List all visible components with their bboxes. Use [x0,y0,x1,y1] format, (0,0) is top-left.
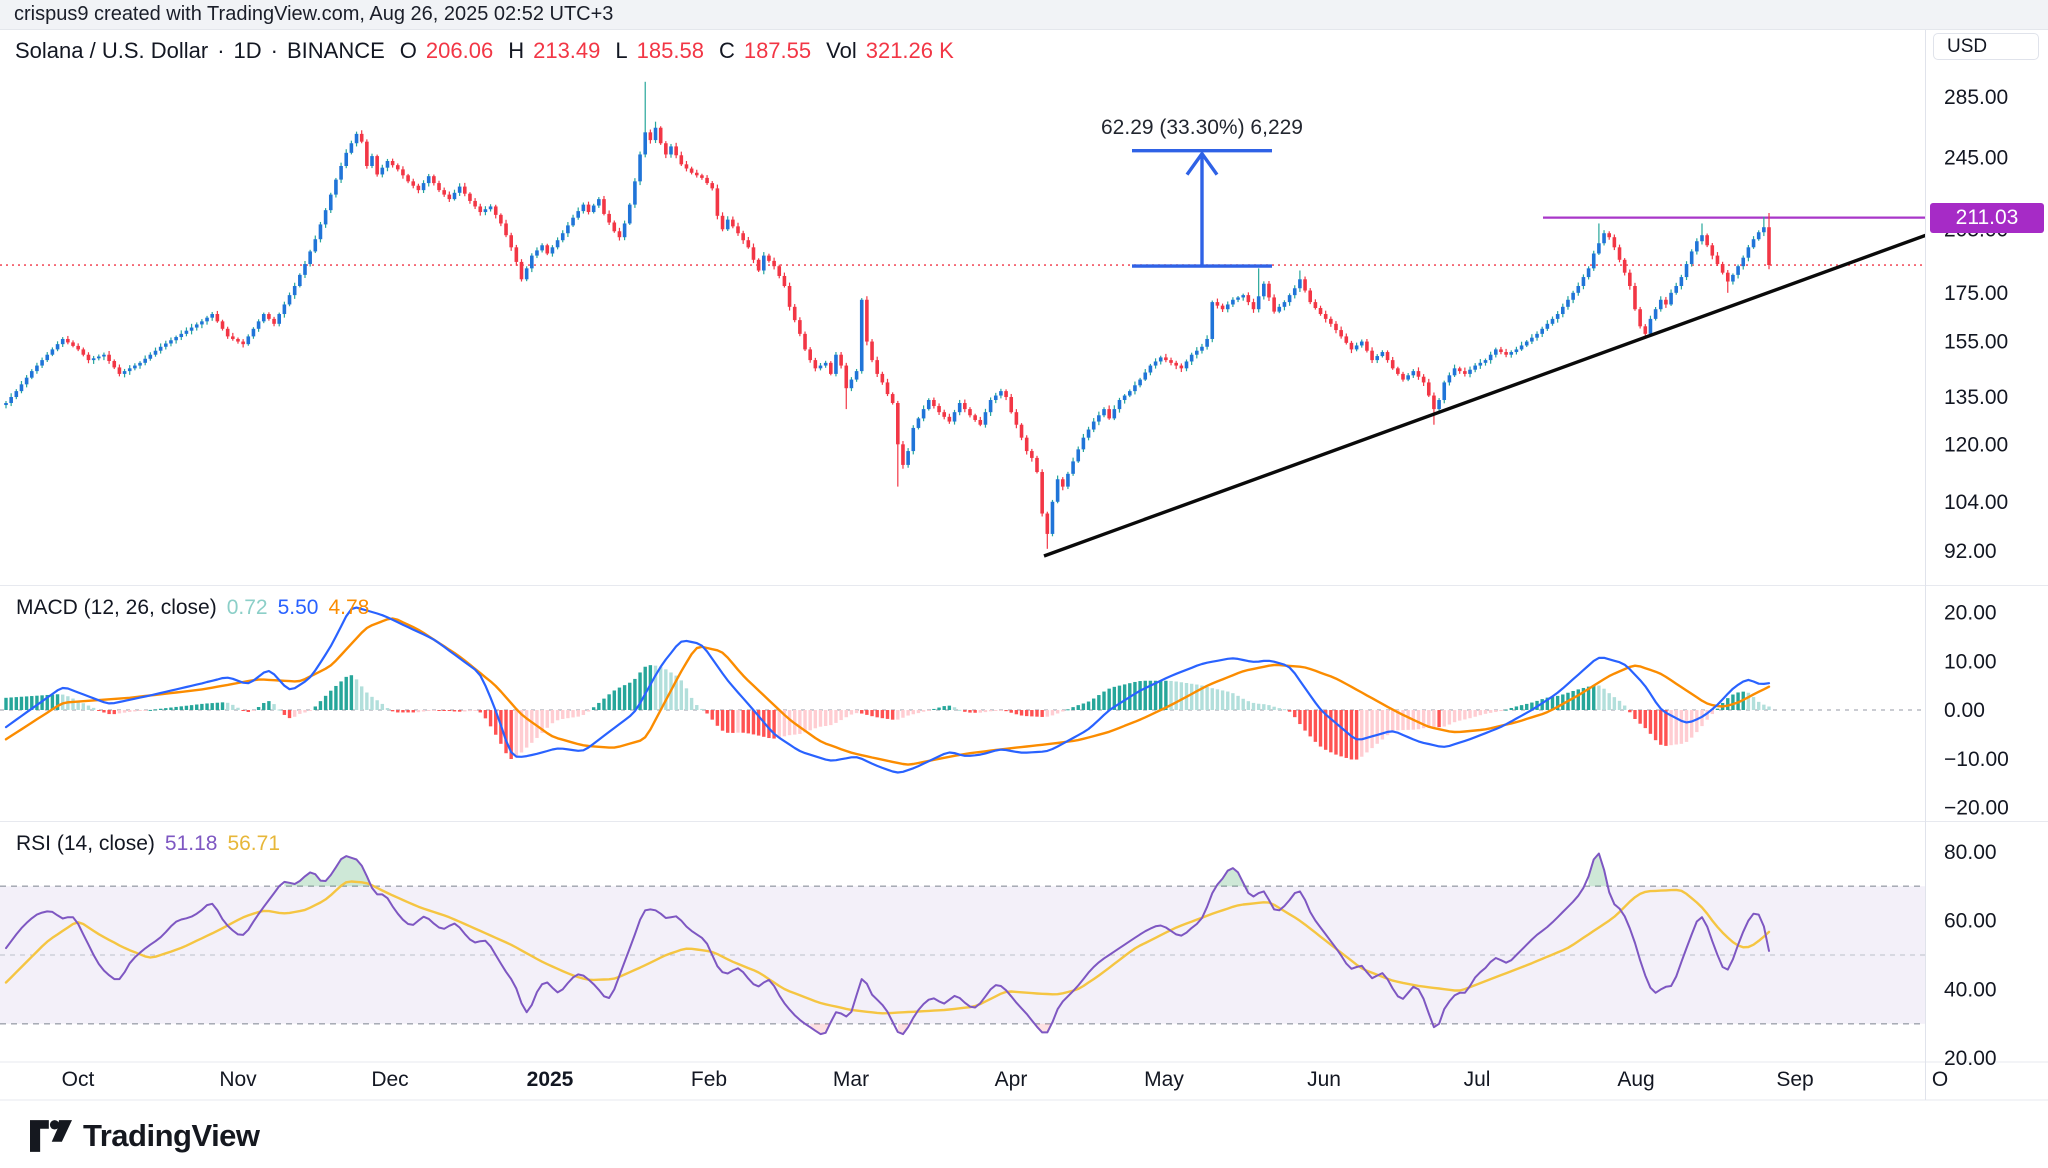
rsi-pane[interactable] [0,852,1925,1036]
high-value: 213.49 [533,38,601,63]
close-value: 187.55 [743,38,812,63]
macd-title[interactable]: MACD (12, 26, close) [16,596,217,619]
svg-text:−10.00: −10.00 [1944,748,2009,771]
svg-text:175.00: 175.00 [1944,282,2008,305]
time-axis-label: Sep [1776,1068,1813,1091]
macd-signal-value: 4.78 [328,596,370,619]
rsi-value: 51.18 [164,832,218,855]
svg-text:245.00: 245.00 [1944,147,2008,170]
open-label: O [399,38,417,63]
time-axis-label: O [1932,1068,1948,1091]
svg-text:20.00: 20.00 [1944,1047,1997,1070]
time-axis-label: Nov [219,1068,257,1091]
svg-text:104.00: 104.00 [1944,491,2008,514]
svg-text:20.00: 20.00 [1944,602,1997,625]
price-axis[interactable]: 285.00245.00205.00175.00155.00135.00120.… [1944,86,2009,1070]
attribution-text: crispus9 created with TradingView.com, A… [14,3,614,25]
time-axis-label: Jun [1307,1068,1341,1091]
pane-separators [0,30,2048,1101]
measure-tool-label: 62.29 (33.30%) 6,229 [1101,116,1303,139]
svg-text:120.00: 120.00 [1944,433,2008,456]
time-axis[interactable]: Oct Nov Dec 2025 Feb Mar Apr May Jun Jul Aug Sep O [62,1068,1949,1091]
macd-pane[interactable] [0,606,1925,774]
volume-value: 321.26 K [865,38,954,63]
exchange-label: BINANCE [286,38,385,63]
svg-text:40.00: 40.00 [1944,978,1997,1001]
svg-text:285.00: 285.00 [1944,86,2008,109]
svg-text:135.00: 135.00 [1944,386,2008,409]
time-axis-label: Aug [1617,1068,1654,1091]
high-label: H [508,38,525,63]
time-axis-label: Jul [1464,1068,1491,1091]
interval-label[interactable]: 1D [233,38,262,63]
rsi-legend: RSI (14, close) 51.18 56.71 [16,832,280,856]
attribution-bar: crispus9 created with TradingView.com, A… [0,0,2048,30]
currency-unit-button[interactable]: USD [1933,33,2039,60]
symbol-title[interactable]: Solana / U.S. Dollar [15,38,209,63]
svg-text:10.00: 10.00 [1944,650,1997,673]
time-axis-label: Dec [371,1068,408,1091]
close-label: C [718,38,735,63]
chart-canvas[interactable]: 285.00245.00205.00175.00155.00135.00120.… [0,29,2048,1168]
measure-tool[interactable] [1132,148,1272,268]
macd-hist-value: 0.72 [226,596,268,619]
time-axis-label: Mar [833,1068,869,1091]
svg-text:155.00: 155.00 [1944,331,2008,354]
macd-legend: MACD (12, 26, close) 0.72 5.50 4.78 [16,596,369,620]
macd-line-value: 5.50 [277,596,319,619]
rsi-ma-value: 56.71 [227,832,281,855]
svg-text:60.00: 60.00 [1944,910,1997,933]
time-axis-label: 2025 [527,1068,574,1091]
tradingview-logo-text: TradingView [83,1118,260,1153]
low-value: 185.58 [636,38,704,63]
time-axis-label: May [1144,1068,1184,1091]
price-pane[interactable] [0,81,1932,558]
candlestick-series [4,81,1771,549]
svg-text:80.00: 80.00 [1944,841,1997,864]
tradingview-logo[interactable]: TradingView [30,1118,260,1154]
price-level-badge[interactable]: 211.03 [1930,203,2044,233]
time-axis-label: Feb [691,1068,727,1091]
low-label: L [615,38,628,63]
symbol-legend: Solana / U.S. Dollar · 1D · BINANCE O 206… [15,38,954,63]
time-axis-label: Oct [62,1068,95,1091]
volume-label: Vol [826,38,857,63]
tradingview-logo-icon [30,1120,72,1152]
open-value: 206.06 [425,38,494,63]
trendline[interactable] [1043,233,1932,558]
svg-text:0.00: 0.00 [1944,699,1985,722]
rsi-title[interactable]: RSI (14, close) [16,832,155,855]
time-axis-label: Apr [995,1068,1028,1091]
svg-text:92.00: 92.00 [1944,540,1997,563]
svg-text:−20.00: −20.00 [1944,797,2009,820]
